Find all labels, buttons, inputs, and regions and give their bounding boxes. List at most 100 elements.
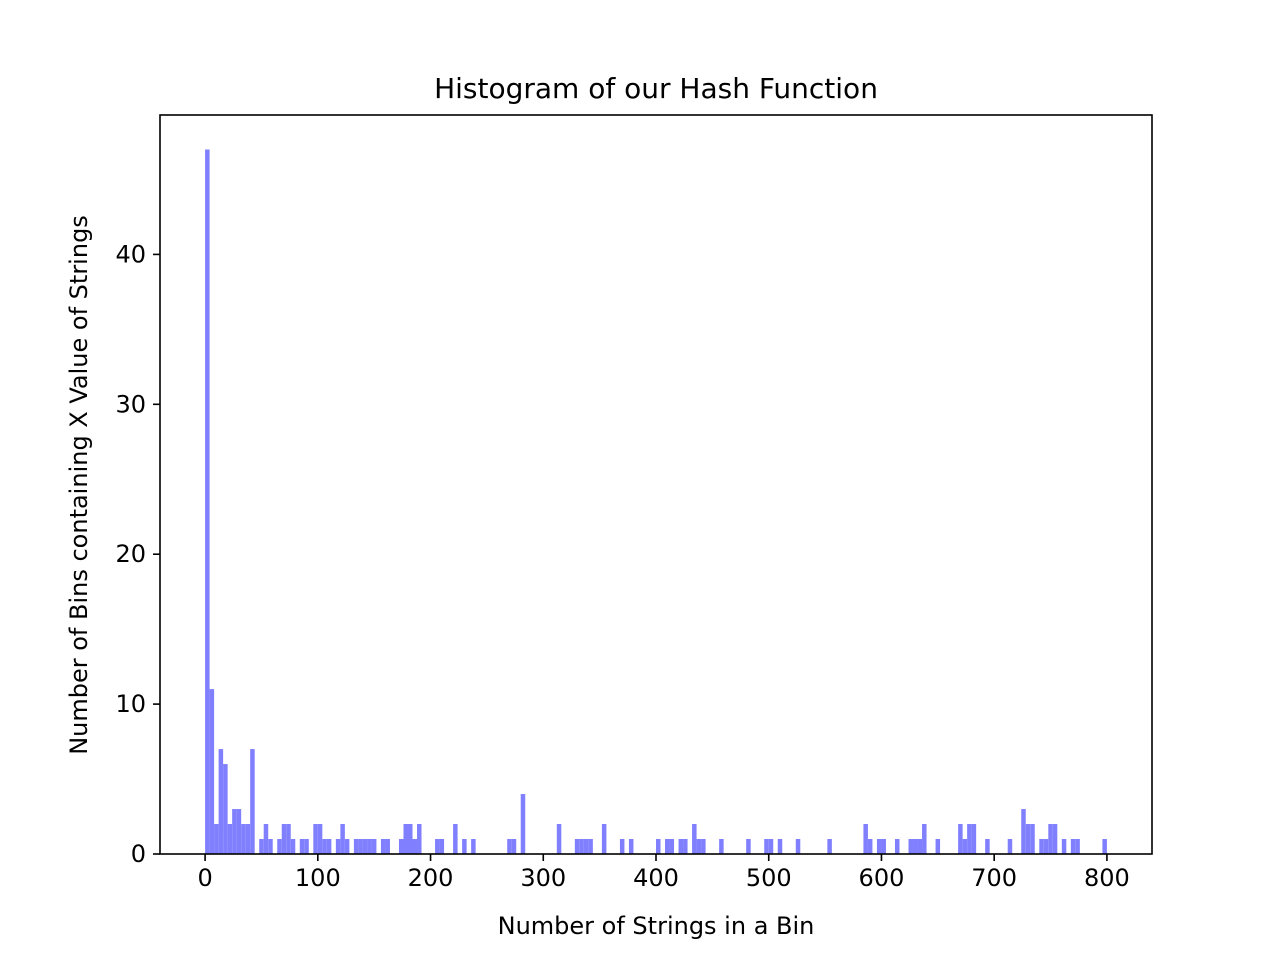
histogram-bar xyxy=(250,749,255,854)
histogram-bar xyxy=(218,749,224,854)
histogram-bar xyxy=(894,839,900,854)
histogram-bar xyxy=(290,839,296,854)
histogram-bar xyxy=(962,839,968,854)
histogram-bar xyxy=(299,839,305,854)
chart-title: Histogram of our Hash Function xyxy=(434,72,878,105)
histogram-bar xyxy=(380,839,386,854)
histogram-bar xyxy=(511,839,517,854)
histogram-bar xyxy=(913,839,918,854)
histogram-bar xyxy=(863,824,868,854)
y-tick-label: 0 xyxy=(131,840,146,868)
x-tick-label: 500 xyxy=(746,864,792,892)
histogram-bar xyxy=(245,824,251,854)
histogram-bar xyxy=(922,824,927,854)
histogram-bar xyxy=(683,839,688,854)
histogram-bar xyxy=(385,839,390,854)
histogram-bar xyxy=(241,824,246,854)
histogram-bar xyxy=(867,839,873,854)
histogram-bar xyxy=(1070,839,1076,854)
histogram-bar xyxy=(223,764,228,854)
histogram-bar xyxy=(277,839,282,854)
y-tick-label: 30 xyxy=(115,390,146,418)
histogram-bar xyxy=(692,824,697,854)
histogram-bar xyxy=(520,794,526,854)
histogram-bar xyxy=(236,809,242,854)
histogram-bar xyxy=(227,824,233,854)
histogram-bar xyxy=(453,824,458,854)
histogram-bar xyxy=(367,839,372,854)
x-tick-label: 700 xyxy=(971,864,1017,892)
histogram-bar xyxy=(263,824,269,854)
x-axis-label: Number of Strings in a Bin xyxy=(498,912,815,940)
histogram-bar xyxy=(935,839,941,854)
histogram-bar xyxy=(881,839,886,854)
histogram-bar xyxy=(1030,824,1035,854)
histogram-bar xyxy=(678,839,684,854)
histogram-bar xyxy=(340,824,345,854)
histogram-bar xyxy=(579,839,584,854)
histogram-bar xyxy=(619,839,625,854)
histogram-bar xyxy=(985,839,990,854)
histogram-bar xyxy=(344,839,350,854)
x-tick-label: 0 xyxy=(197,864,212,892)
histogram-bar xyxy=(908,839,914,854)
histogram-bar xyxy=(701,839,706,854)
histogram-bar xyxy=(353,839,359,854)
histogram-bar xyxy=(408,824,413,854)
histogram-bar xyxy=(583,839,589,854)
histogram-bar xyxy=(317,824,323,854)
histogram-bar xyxy=(259,839,264,854)
y-tick-label: 20 xyxy=(115,540,146,568)
histogram-bar xyxy=(214,824,219,854)
x-axis-ticks: 0 100 200 300 400 500 600 700 800 xyxy=(197,854,1130,892)
histogram-bar xyxy=(462,839,467,854)
histogram-bar xyxy=(1052,824,1058,854)
y-tick-label: 40 xyxy=(115,240,146,268)
histogram-bar xyxy=(281,824,287,854)
histogram-bar xyxy=(1039,839,1044,854)
histogram-bar xyxy=(795,839,801,854)
histogram-bar xyxy=(1075,839,1080,854)
histogram-bar xyxy=(601,824,607,854)
bars-group xyxy=(205,149,1107,855)
histogram-bar xyxy=(398,839,404,854)
histogram-bar xyxy=(268,839,273,854)
histogram-bar xyxy=(313,824,318,854)
histogram-bar xyxy=(326,839,332,854)
histogram-bar xyxy=(696,839,702,854)
histogram-bar xyxy=(574,839,580,854)
histogram-bar xyxy=(435,839,440,854)
histogram-bar xyxy=(967,824,972,854)
histogram-bar xyxy=(764,839,769,854)
histogram-bar xyxy=(209,689,215,854)
histogram-bar xyxy=(1061,839,1067,854)
y-tick-label: 10 xyxy=(115,690,146,718)
histogram-bar xyxy=(417,824,422,854)
y-axis-ticks: 0 10 20 30 40 xyxy=(115,240,160,868)
histogram-bar xyxy=(665,839,670,854)
histogram-bar xyxy=(1048,824,1053,854)
histogram-bar xyxy=(971,824,977,854)
histogram-bar xyxy=(1102,839,1107,854)
histogram-bar xyxy=(471,839,476,854)
histogram-bar xyxy=(588,839,593,854)
plot-area-frame xyxy=(159,114,1153,855)
histogram-bar xyxy=(628,839,634,854)
histogram-bar xyxy=(286,824,291,854)
histogram-bar xyxy=(205,149,210,855)
histogram-bar xyxy=(403,824,408,854)
x-tick-label: 100 xyxy=(295,864,341,892)
histogram-bar xyxy=(362,839,368,854)
histogram-bar xyxy=(1043,839,1049,854)
histogram-bar xyxy=(335,839,341,854)
histogram-bar xyxy=(768,839,774,854)
x-tick-label: 600 xyxy=(859,864,905,892)
histogram-bar xyxy=(719,839,724,854)
x-tick-label: 200 xyxy=(408,864,454,892)
histogram-bar xyxy=(358,839,363,854)
histogram-bar xyxy=(322,839,327,854)
histogram-bar xyxy=(876,839,882,854)
histogram-bar xyxy=(1021,809,1026,854)
